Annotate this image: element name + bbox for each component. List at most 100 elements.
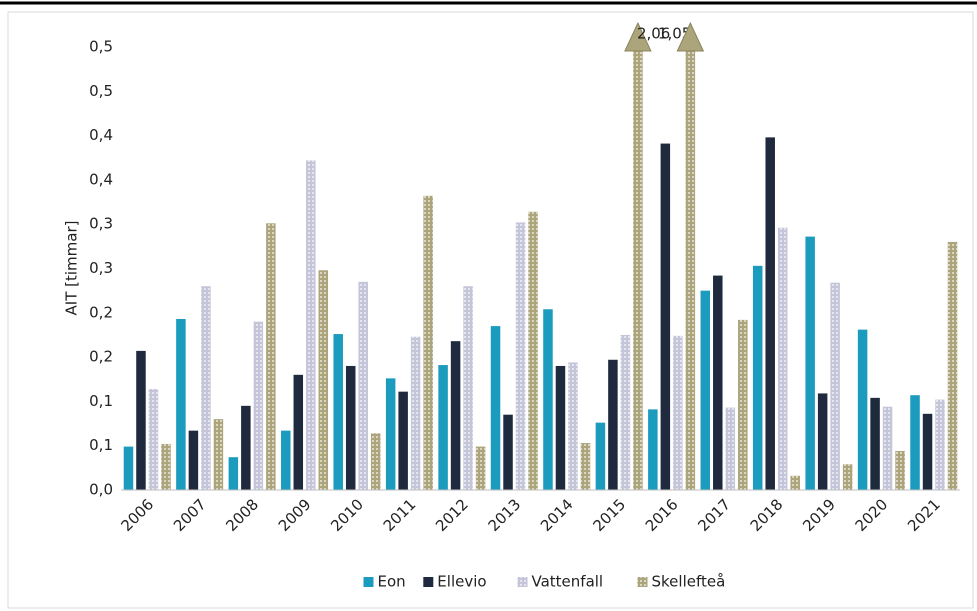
- bar-texture: [201, 286, 211, 490]
- bar: [648, 409, 658, 490]
- legend-label: Eon: [378, 573, 406, 591]
- legend-swatch-texture: [517, 577, 528, 587]
- y-tick-label: 0,4: [89, 170, 113, 188]
- x-tick-label: 2013: [485, 495, 525, 535]
- x-tick-label: 2018: [747, 495, 787, 535]
- x-tick-label: 2012: [432, 495, 472, 535]
- bar: [608, 359, 618, 490]
- bar-texture: [213, 419, 224, 490]
- y-tick-label: 0,5: [89, 38, 113, 56]
- y-axis-title: AIT [timmar]: [63, 221, 81, 316]
- bar-texture: [895, 451, 905, 490]
- legend-swatch: [423, 577, 434, 587]
- bar: [660, 143, 671, 490]
- x-tick-label: 2021: [904, 495, 944, 535]
- bar: [805, 236, 815, 490]
- bar: [176, 319, 186, 490]
- bar-texture: [673, 335, 683, 490]
- bar: [857, 329, 868, 490]
- bar-texture: [528, 211, 538, 490]
- bar-texture: [830, 282, 840, 490]
- bar: [228, 457, 239, 490]
- legend-label: Vattenfall: [532, 573, 604, 591]
- bar-texture: [423, 195, 433, 490]
- bar: [543, 309, 553, 490]
- bar: [922, 413, 933, 490]
- bar: [188, 430, 199, 490]
- bar: [817, 393, 828, 490]
- bar-texture: [842, 464, 853, 490]
- bar: [752, 265, 763, 490]
- x-tick-label: 2016: [642, 495, 682, 535]
- bar-texture: [947, 241, 958, 490]
- overflow-arrow: [624, 21, 652, 52]
- bar-texture: [475, 446, 486, 490]
- y-tick-label: 0,1: [89, 436, 113, 454]
- bar: [490, 326, 501, 490]
- x-tick-label: 2011: [380, 495, 420, 535]
- x-tick-label: 2019: [799, 495, 839, 535]
- bar: [136, 350, 146, 490]
- bar-texture: [515, 222, 526, 491]
- bar-texture: [266, 223, 276, 490]
- bar-texture: [935, 399, 945, 490]
- bar-texture: [370, 433, 381, 490]
- bar-texture: [790, 475, 800, 490]
- bar: [713, 275, 723, 490]
- y-tick-label: 0,0: [89, 481, 113, 499]
- x-tick-label: 2015: [589, 495, 629, 535]
- bar-texture: [580, 443, 591, 490]
- bar-texture: [306, 160, 316, 490]
- bar: [333, 334, 343, 490]
- x-tick-label: 2009: [275, 495, 315, 535]
- y-tick-label: 0,2: [89, 348, 113, 366]
- x-tick-label: 2017: [694, 495, 734, 535]
- overflow-arrow: [676, 21, 705, 52]
- bar: [438, 365, 448, 490]
- y-tick-label: 0,4: [89, 126, 113, 144]
- y-tick-label: 0,3: [89, 259, 113, 277]
- y-tick-label: 0,5: [89, 82, 113, 100]
- chart-frame: [7, 11, 974, 609]
- bar-texture: [738, 319, 748, 490]
- legend-swatch-texture: [637, 577, 648, 587]
- legend-label: Skellefteå: [652, 573, 726, 591]
- bar: [123, 446, 134, 490]
- x-tick-label: 2020: [852, 495, 892, 535]
- bar: [870, 397, 880, 490]
- x-tick-label: 2006: [117, 495, 157, 535]
- bar: [293, 374, 304, 490]
- x-tick-label: 2014: [537, 495, 577, 535]
- bar-texture: [633, 47, 643, 490]
- x-tick-label: 2007: [170, 495, 210, 535]
- bar: [450, 341, 461, 490]
- bar-texture: [568, 362, 578, 490]
- y-tick-label: 0,1: [89, 392, 113, 410]
- legend-label: Ellevio: [437, 573, 486, 591]
- bar-texture: [463, 286, 473, 490]
- bar-texture: [148, 388, 159, 490]
- bar-texture: [685, 47, 696, 490]
- bar: [398, 391, 408, 490]
- bar: [765, 137, 775, 490]
- bar: [385, 378, 396, 490]
- legend-swatch: [363, 577, 374, 587]
- bar: [241, 405, 251, 490]
- bar-texture: [161, 443, 171, 490]
- bar-texture: [358, 281, 368, 490]
- bar-texture: [777, 227, 788, 490]
- bar: [595, 422, 606, 490]
- bar-texture: [725, 407, 736, 490]
- data-label: 2,06: [637, 25, 670, 43]
- y-tick-label: 0,3: [89, 215, 113, 233]
- bar: [281, 430, 291, 490]
- x-tick-label: 2008: [222, 495, 262, 535]
- bar: [345, 365, 356, 490]
- bar: [910, 395, 920, 490]
- y-tick-label: 0,2: [89, 303, 113, 321]
- bar-texture: [318, 270, 329, 490]
- bar-texture: [620, 334, 631, 490]
- bar-texture: [253, 321, 264, 490]
- bar: [503, 414, 513, 490]
